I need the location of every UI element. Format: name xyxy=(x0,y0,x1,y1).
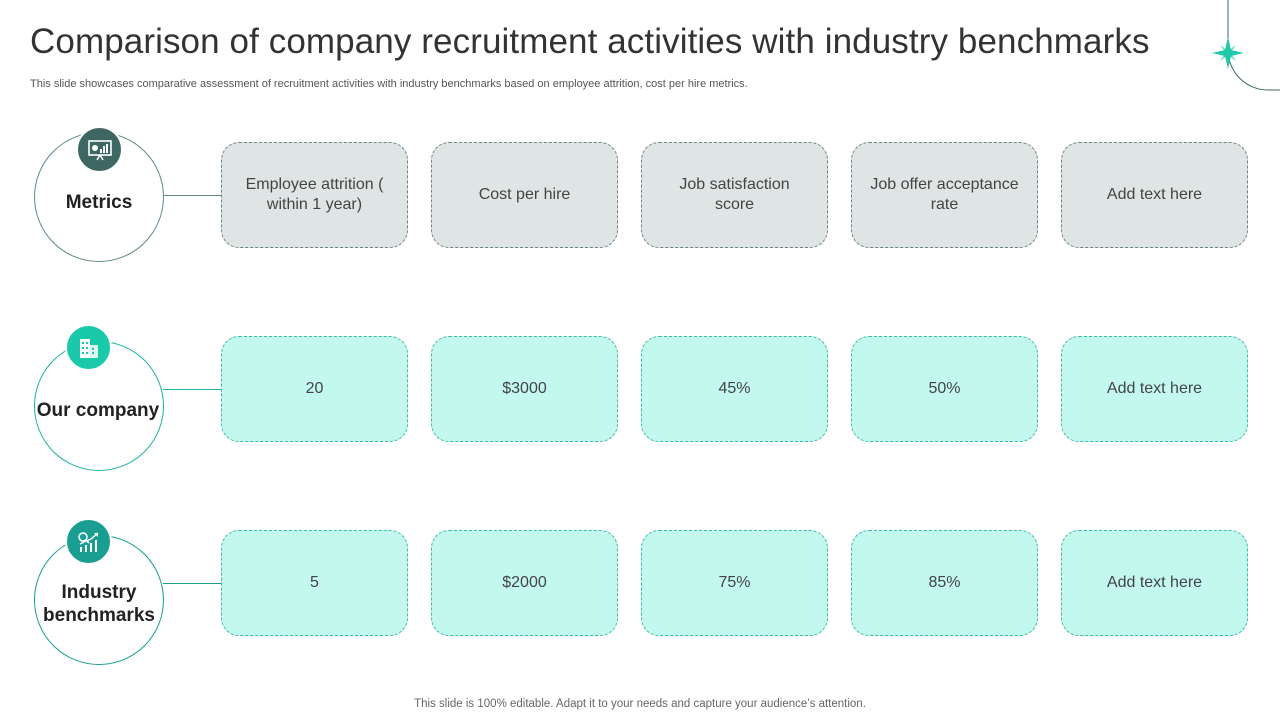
footer-note: This slide is 100% editable. Adapt it to… xyxy=(414,698,866,710)
metric-cell-placeholder: Add text here xyxy=(1061,142,1248,248)
metric-cell-attrition: Employee attrition ( within 1 year) xyxy=(221,142,408,248)
metric-cell-satisfaction: Job satisfaction score xyxy=(641,142,828,248)
benchmark-cell-placeholder: Add text here xyxy=(1061,530,1248,636)
metrics-row: Metrics Employee attrition ( within 1 ye… xyxy=(0,126,1280,312)
corner-decoration xyxy=(1212,0,1280,91)
row-connector xyxy=(163,195,221,196)
growth-chart-icon xyxy=(65,518,112,565)
benchmark-cell-satisfaction: 75% xyxy=(641,530,828,636)
page-title: Comparison of company recruitment activi… xyxy=(30,22,1150,61)
row-label-our-company: Our company xyxy=(36,399,160,421)
company-cell-offer-acceptance: 50% xyxy=(851,336,1038,442)
office-building-icon xyxy=(65,324,112,371)
sparkle-icon xyxy=(1212,37,1244,69)
page-subtitle: This slide showcases comparative assessm… xyxy=(30,78,748,90)
row-label-metrics: Metrics xyxy=(65,191,133,213)
company-cell-attrition: 20 xyxy=(221,336,408,442)
metric-cell-offer-acceptance: Job offer acceptance rate xyxy=(851,142,1038,248)
metric-cell-cost-per-hire: Cost per hire xyxy=(431,142,618,248)
presentation-chart-icon xyxy=(76,126,123,173)
row-label-industry-benchmarks: Industry benchmarks xyxy=(43,582,155,626)
industry-benchmarks-row: Industry benchmarks 5 $2000 75% 85% Add … xyxy=(0,518,1280,700)
row-connector xyxy=(163,583,221,584)
company-cell-cost-per-hire: $3000 xyxy=(431,336,618,442)
company-cell-placeholder: Add text here xyxy=(1061,336,1248,442)
our-company-row: Our company 20 $3000 45% 50% Add text he… xyxy=(0,324,1280,506)
benchmark-cell-attrition: 5 xyxy=(221,530,408,636)
company-cell-satisfaction: 45% xyxy=(641,336,828,442)
row-connector xyxy=(163,389,221,390)
benchmark-cell-cost-per-hire: $2000 xyxy=(431,530,618,636)
benchmark-cell-offer-acceptance: 85% xyxy=(851,530,1038,636)
